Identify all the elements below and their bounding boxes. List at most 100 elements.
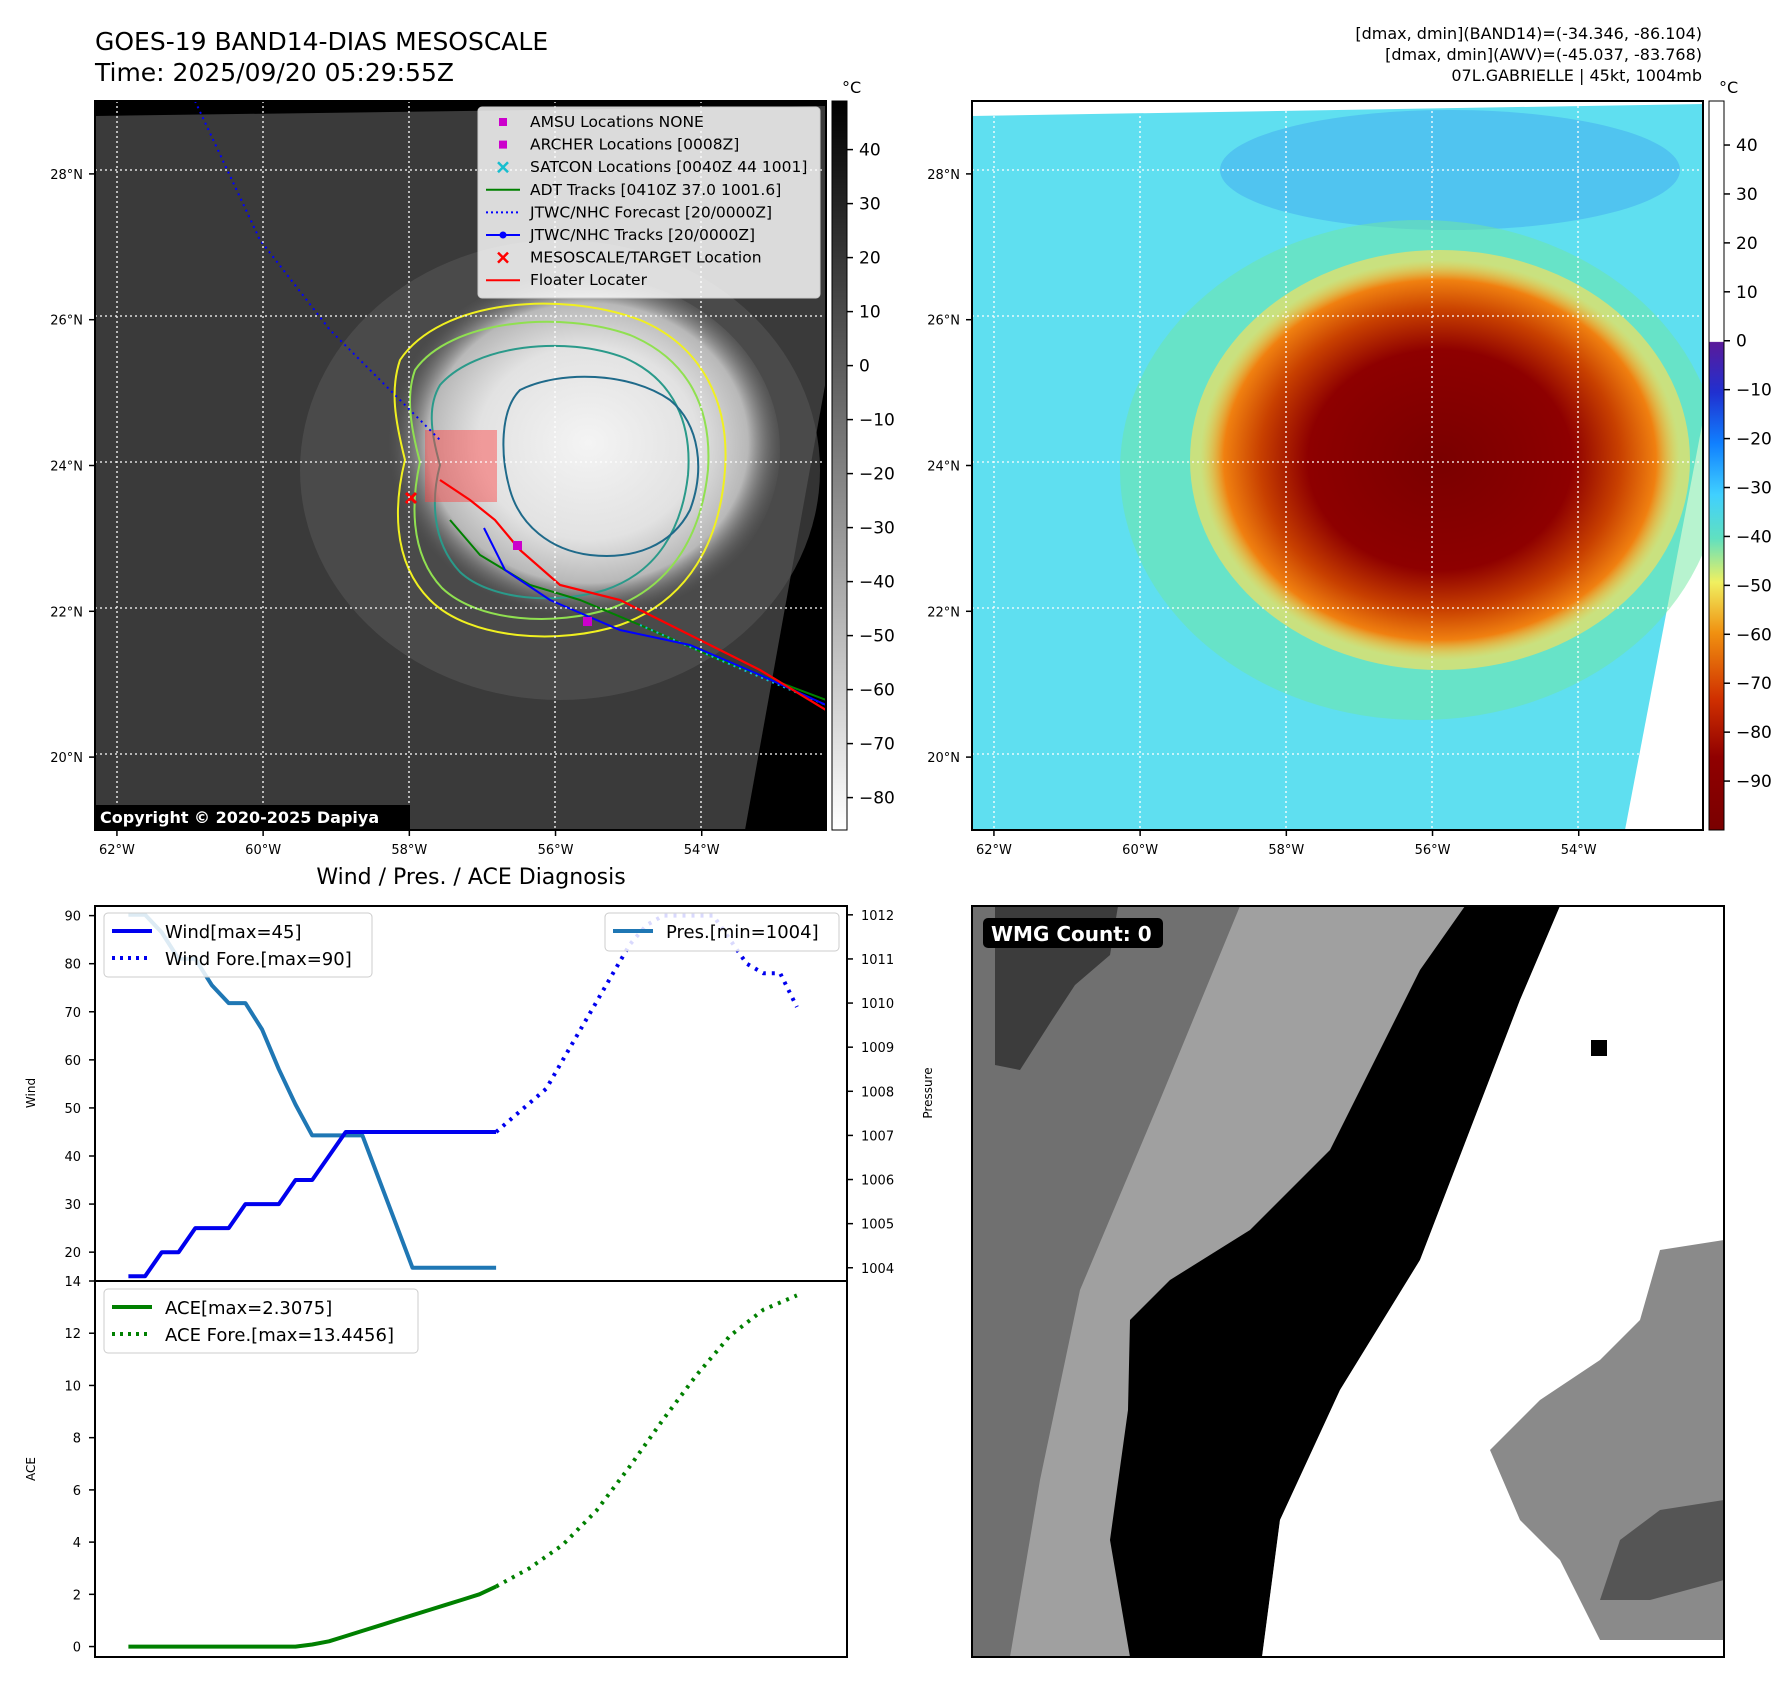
awv-colorbar-label: −10 bbox=[1736, 381, 1772, 401]
jtwc-forecast-line bbox=[194, 101, 441, 441]
wind-legend-box bbox=[103, 912, 373, 978]
awv-colorbar-label: −90 bbox=[1736, 772, 1772, 792]
figure-title-line2: Time: 2025/09/20 05:29:55Z bbox=[94, 58, 454, 87]
diagnosis-panel: Wind / Pres. / ACE Diagnosis Wind Pressu… bbox=[24, 865, 935, 1658]
ir-legend-label: JTWC/NHC Tracks [20/0000Z] bbox=[529, 226, 755, 244]
pressure-legend: Pres.[min=1004] bbox=[604, 912, 840, 952]
awv-colorbar-label: −70 bbox=[1736, 674, 1772, 694]
pressure-tick-label: 1012 bbox=[861, 909, 894, 924]
target-location-marker bbox=[404, 491, 418, 505]
ir-lon-label: 60°W bbox=[245, 843, 281, 858]
awv-panel: 62°W 60°W 58°W 56°W 54°W 28°N26°N24°N22°N20°… bbox=[927, 78, 1772, 858]
awv-dry-upper bbox=[1220, 110, 1680, 230]
floater-track bbox=[439, 479, 826, 711]
awv-colorbar-label: 10 bbox=[1736, 283, 1758, 303]
awv-colorbar-ticks: 40 30 20 10 0 −10 −20 −30 −40 −50 −60 −70 −80 −90 bbox=[1724, 136, 1772, 792]
wind-ylabel: Wind bbox=[24, 1078, 38, 1108]
awv-lat-label: 28°N bbox=[927, 168, 960, 183]
ir-lat-label: 28°N bbox=[50, 168, 83, 183]
awv-colorbar-unit: °C bbox=[1719, 78, 1738, 97]
awv-colorbar-label: 30 bbox=[1736, 185, 1758, 205]
ir-lat-labels: 28°N 26°N 24°N 22°N 20°N bbox=[50, 168, 95, 766]
pressure-tick-label: 1007 bbox=[861, 1129, 894, 1144]
awv-colorbar-label: −60 bbox=[1736, 625, 1772, 645]
ir-contour-mid bbox=[408, 320, 710, 620]
wind-line bbox=[128, 1130, 497, 1279]
ir-lat-label: 24°N bbox=[50, 460, 83, 475]
ir-colorbar-label: 0 bbox=[859, 357, 870, 377]
awv-lat-label: 22°N bbox=[927, 605, 960, 620]
info-line1: [dmax, dmin](BAND14)=(-34.346, -86.104) bbox=[1355, 24, 1702, 43]
awv-lon-label: 56°W bbox=[1415, 843, 1451, 858]
ir-legend-label: ARCHER Locations [0008Z] bbox=[530, 136, 739, 154]
jtwc-track bbox=[483, 527, 826, 706]
ir-colorbar-label: 30 bbox=[859, 195, 881, 215]
awv-lat-label: 26°N bbox=[927, 314, 960, 329]
legend-dot-marker bbox=[499, 231, 507, 239]
ace-line bbox=[128, 1584, 497, 1649]
ir-colorbar-label: −80 bbox=[859, 789, 895, 809]
ace-tick-label: 0 bbox=[73, 1641, 81, 1656]
pressure-tick-label: 1011 bbox=[861, 953, 894, 968]
ace-legend: ACE[max=2.3075] ACE Fore.[max=13.4456] bbox=[103, 1288, 419, 1354]
ace-legend-box bbox=[103, 1288, 419, 1354]
pressure-tick-label: 1009 bbox=[861, 1041, 894, 1056]
ir-lat-label: 26°N bbox=[50, 314, 83, 329]
ir-legend-label: ADT Tracks [0410Z 37.0 1001.6] bbox=[530, 181, 781, 199]
wmg-panel: WMG Count: 0 bbox=[971, 905, 1725, 1658]
wind-tick-label: 70 bbox=[64, 1006, 81, 1021]
wind-tick-label: 40 bbox=[64, 1150, 81, 1165]
pressure-ylabel: Pressure bbox=[921, 1067, 935, 1118]
wind-axis-ticks: 20 30 40 50 60 70 80 90 bbox=[64, 910, 95, 1261]
awv-lon-labels: 62°W 60°W 58°W 56°W 54°W bbox=[976, 830, 1597, 858]
awv-colorbar-label: −50 bbox=[1736, 576, 1772, 596]
pressure-tick-label: 1004 bbox=[861, 1262, 894, 1277]
ir-colorbar-label: −30 bbox=[859, 519, 895, 539]
awv-colorbar-label: −20 bbox=[1736, 430, 1772, 450]
wind-tick-label: 80 bbox=[64, 958, 81, 973]
ir-lon-label: 58°W bbox=[391, 843, 427, 858]
awv-nodata-top bbox=[972, 101, 1703, 116]
ir-nodata-top bbox=[95, 101, 826, 116]
wmg-dark-left bbox=[972, 906, 1240, 1657]
wind-legend-label: Wind[max=45] bbox=[165, 922, 302, 943]
awv-colorbar-label: 40 bbox=[1736, 136, 1758, 156]
ir-legend: AMSU Locations NONE ARCHER Locations [000… bbox=[477, 106, 821, 299]
ace-tick-label: 4 bbox=[73, 1536, 81, 1551]
ir-legend-label: MESOSCALE/TARGET Location bbox=[530, 249, 762, 267]
ir-storm-cloud bbox=[380, 275, 780, 625]
info-line3: 07L.GABRIELLE | 45kt, 1004mb bbox=[1451, 66, 1702, 85]
ir-panel: 62°W 60°W 58°W 56°W 54°W 28°N26°N24°N22°N20°… bbox=[50, 78, 895, 858]
awv-colorbar-label: −40 bbox=[1736, 527, 1772, 547]
diagnosis-title: Wind / Pres. / ACE Diagnosis bbox=[316, 865, 625, 890]
ir-lon-labels: 62°W 60°W 58°W 56°W 54°W bbox=[99, 830, 720, 858]
copyright-text: Copyright © 2020-2025 Dapiya bbox=[100, 808, 379, 827]
legend-x-marker bbox=[497, 251, 509, 264]
awv-lon-label: 58°W bbox=[1268, 843, 1304, 858]
pressure-tick-label: 1005 bbox=[861, 1218, 894, 1233]
ir-contour-inner bbox=[430, 344, 690, 600]
wind-legend: Wind[max=45] Wind Fore.[max=90] bbox=[103, 912, 373, 978]
ir-lon-label: 54°W bbox=[684, 843, 720, 858]
ir-legend-label: Floater Locater bbox=[530, 271, 648, 289]
awv-colorbar-label: −80 bbox=[1736, 723, 1772, 743]
ir-lat-label: 22°N bbox=[50, 605, 83, 620]
ir-lon-label: 62°W bbox=[99, 843, 135, 858]
legend-square-marker bbox=[499, 118, 507, 126]
archer-location-marker-2 bbox=[583, 617, 592, 626]
archer-location-marker bbox=[513, 541, 522, 550]
ace-tick-label: 2 bbox=[73, 1588, 81, 1603]
ace-tick-label: 6 bbox=[73, 1484, 81, 1499]
ace-tick-label: 10 bbox=[64, 1379, 81, 1394]
wind-tick-label: 50 bbox=[64, 1102, 81, 1117]
ace-tick-label: 12 bbox=[64, 1327, 81, 1342]
ace-tick-label: 8 bbox=[73, 1432, 81, 1447]
wind-tick-label: 60 bbox=[64, 1054, 81, 1069]
awv-lat-label: 20°N bbox=[927, 751, 960, 766]
wind-fore-legend-label: Wind Fore.[max=90] bbox=[165, 949, 352, 970]
ir-legend-items: AMSU Locations NONE ARCHER Locations [000… bbox=[486, 113, 807, 289]
ace-tick-label: 14 bbox=[64, 1275, 81, 1290]
awv-lon-label: 60°W bbox=[1122, 843, 1158, 858]
ir-colorbar-label: 10 bbox=[859, 303, 881, 323]
